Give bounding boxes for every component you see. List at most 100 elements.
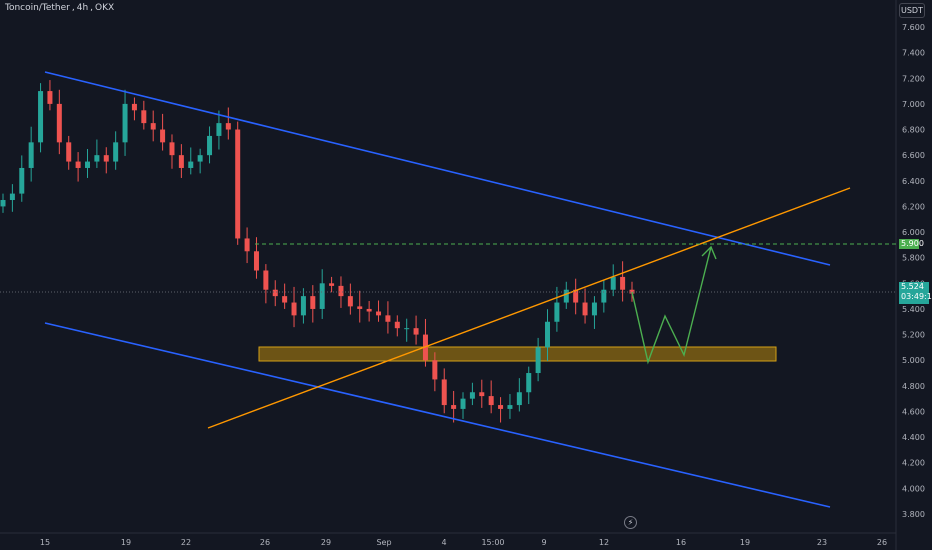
candle-body <box>479 392 485 397</box>
candle-body <box>545 321 551 348</box>
price-tick-label: 3.800 <box>902 510 925 519</box>
support-zone <box>258 346 777 362</box>
candle-body <box>113 142 119 162</box>
candle-body <box>253 251 259 271</box>
lightning-icon[interactable]: ⚡ <box>624 516 637 529</box>
candle-body <box>488 396 494 406</box>
candle-body <box>404 328 410 330</box>
candle-body <box>160 129 166 143</box>
candle-body <box>84 161 90 168</box>
candle-body <box>122 103 128 143</box>
channel-upper-line <box>44 71 831 266</box>
time-tick-label: 26 <box>260 538 270 547</box>
candle-body <box>94 155 100 162</box>
price-tick-label: 6.600 <box>902 151 925 160</box>
target-price-tag: 5.900 <box>899 239 924 249</box>
price-tick-label: 4.800 <box>902 382 925 391</box>
candle-body <box>9 193 15 201</box>
price-tick-label: 4.600 <box>902 407 925 416</box>
candle-body <box>554 302 560 322</box>
candle-body <box>75 161 81 168</box>
candle-body <box>376 311 382 316</box>
candle-body <box>272 289 278 297</box>
price-tick-label: 6.200 <box>902 202 925 211</box>
time-tick-label: 19 <box>740 538 750 547</box>
time-tick-label: 23 <box>817 538 827 547</box>
time-tick-label: 15 <box>40 538 50 547</box>
candle-body <box>516 392 522 406</box>
time-tick-label: Sep <box>376 538 391 547</box>
candle-body <box>601 289 607 303</box>
candle-body <box>263 270 269 290</box>
time-tick-label: 19 <box>121 538 131 547</box>
candle-body <box>150 123 156 130</box>
time-tick-label: 4 <box>441 538 446 547</box>
bar-countdown: 03:49:13 <box>901 292 932 301</box>
current-price-tag: 5.524 03:49:13 <box>899 282 932 304</box>
candle-body <box>620 276 626 290</box>
candle-body <box>207 135 213 156</box>
price-tick-label: 6.400 <box>902 177 925 186</box>
candle-body <box>291 302 297 316</box>
candle-body <box>394 321 400 329</box>
candle-body <box>347 296 353 307</box>
time-tick-label: 22 <box>181 538 191 547</box>
candle-body <box>131 103 137 111</box>
candle-body <box>329 283 335 286</box>
price-tick-label: 5.800 <box>902 254 925 263</box>
candle-body <box>141 110 147 124</box>
symbol-title[interactable]: Toncoin/Tether, 4h, OKX <box>5 3 115 13</box>
candle-body <box>319 283 325 309</box>
candle-body <box>19 167 25 194</box>
candle-body <box>629 289 635 294</box>
candle-body <box>300 296 306 316</box>
price-tick-label: 5.400 <box>902 305 925 314</box>
candle-body <box>366 308 372 312</box>
price-tick-label: 4.400 <box>902 433 925 442</box>
time-tick-label: 29 <box>321 538 331 547</box>
projection-path <box>631 246 712 365</box>
exchange-label: OKX <box>95 3 115 13</box>
currency-button[interactable]: USDT <box>899 3 925 18</box>
price-tick-label: 7.600 <box>902 23 925 32</box>
price-tick-label: 6.800 <box>902 126 925 135</box>
candle-body <box>0 200 6 207</box>
price-tick-label: 7.000 <box>902 100 925 109</box>
time-tick-label: 15:00 <box>481 538 504 547</box>
candle-body <box>169 142 175 156</box>
candle-body <box>591 302 597 316</box>
interval-label: 4h <box>76 3 89 13</box>
price-tick-label: 7.200 <box>902 74 925 83</box>
time-tick-label: 26 <box>877 538 887 547</box>
candle-body <box>338 285 344 297</box>
candle-body <box>563 289 569 303</box>
ascending-trendline <box>207 187 851 429</box>
candle-body <box>507 405 513 409</box>
candle-body <box>385 315 391 322</box>
candle-body <box>56 103 62 143</box>
candle-body <box>610 276 616 290</box>
candle-body <box>413 328 419 335</box>
candle-body <box>573 289 579 303</box>
candle-body <box>103 155 109 162</box>
candle-body <box>244 238 250 252</box>
candle-body <box>310 296 316 309</box>
candle-body <box>460 398 466 409</box>
price-tick-label: 6.000 <box>902 228 925 237</box>
projection-arrowhead <box>701 245 717 260</box>
candle-body <box>188 161 194 168</box>
time-tick-label: 12 <box>599 538 609 547</box>
candle-body <box>235 129 241 239</box>
candles-layer <box>0 80 635 423</box>
candle-body <box>582 302 588 316</box>
candle-body <box>432 360 438 380</box>
current-price-value: 5.524 <box>901 282 924 291</box>
candle-body <box>47 91 53 104</box>
price-tick-label: 7.400 <box>902 49 925 58</box>
price-tick-label: 5.200 <box>902 331 925 340</box>
candle-body <box>441 379 447 406</box>
candle-body <box>216 123 222 136</box>
candle-body <box>357 306 363 309</box>
